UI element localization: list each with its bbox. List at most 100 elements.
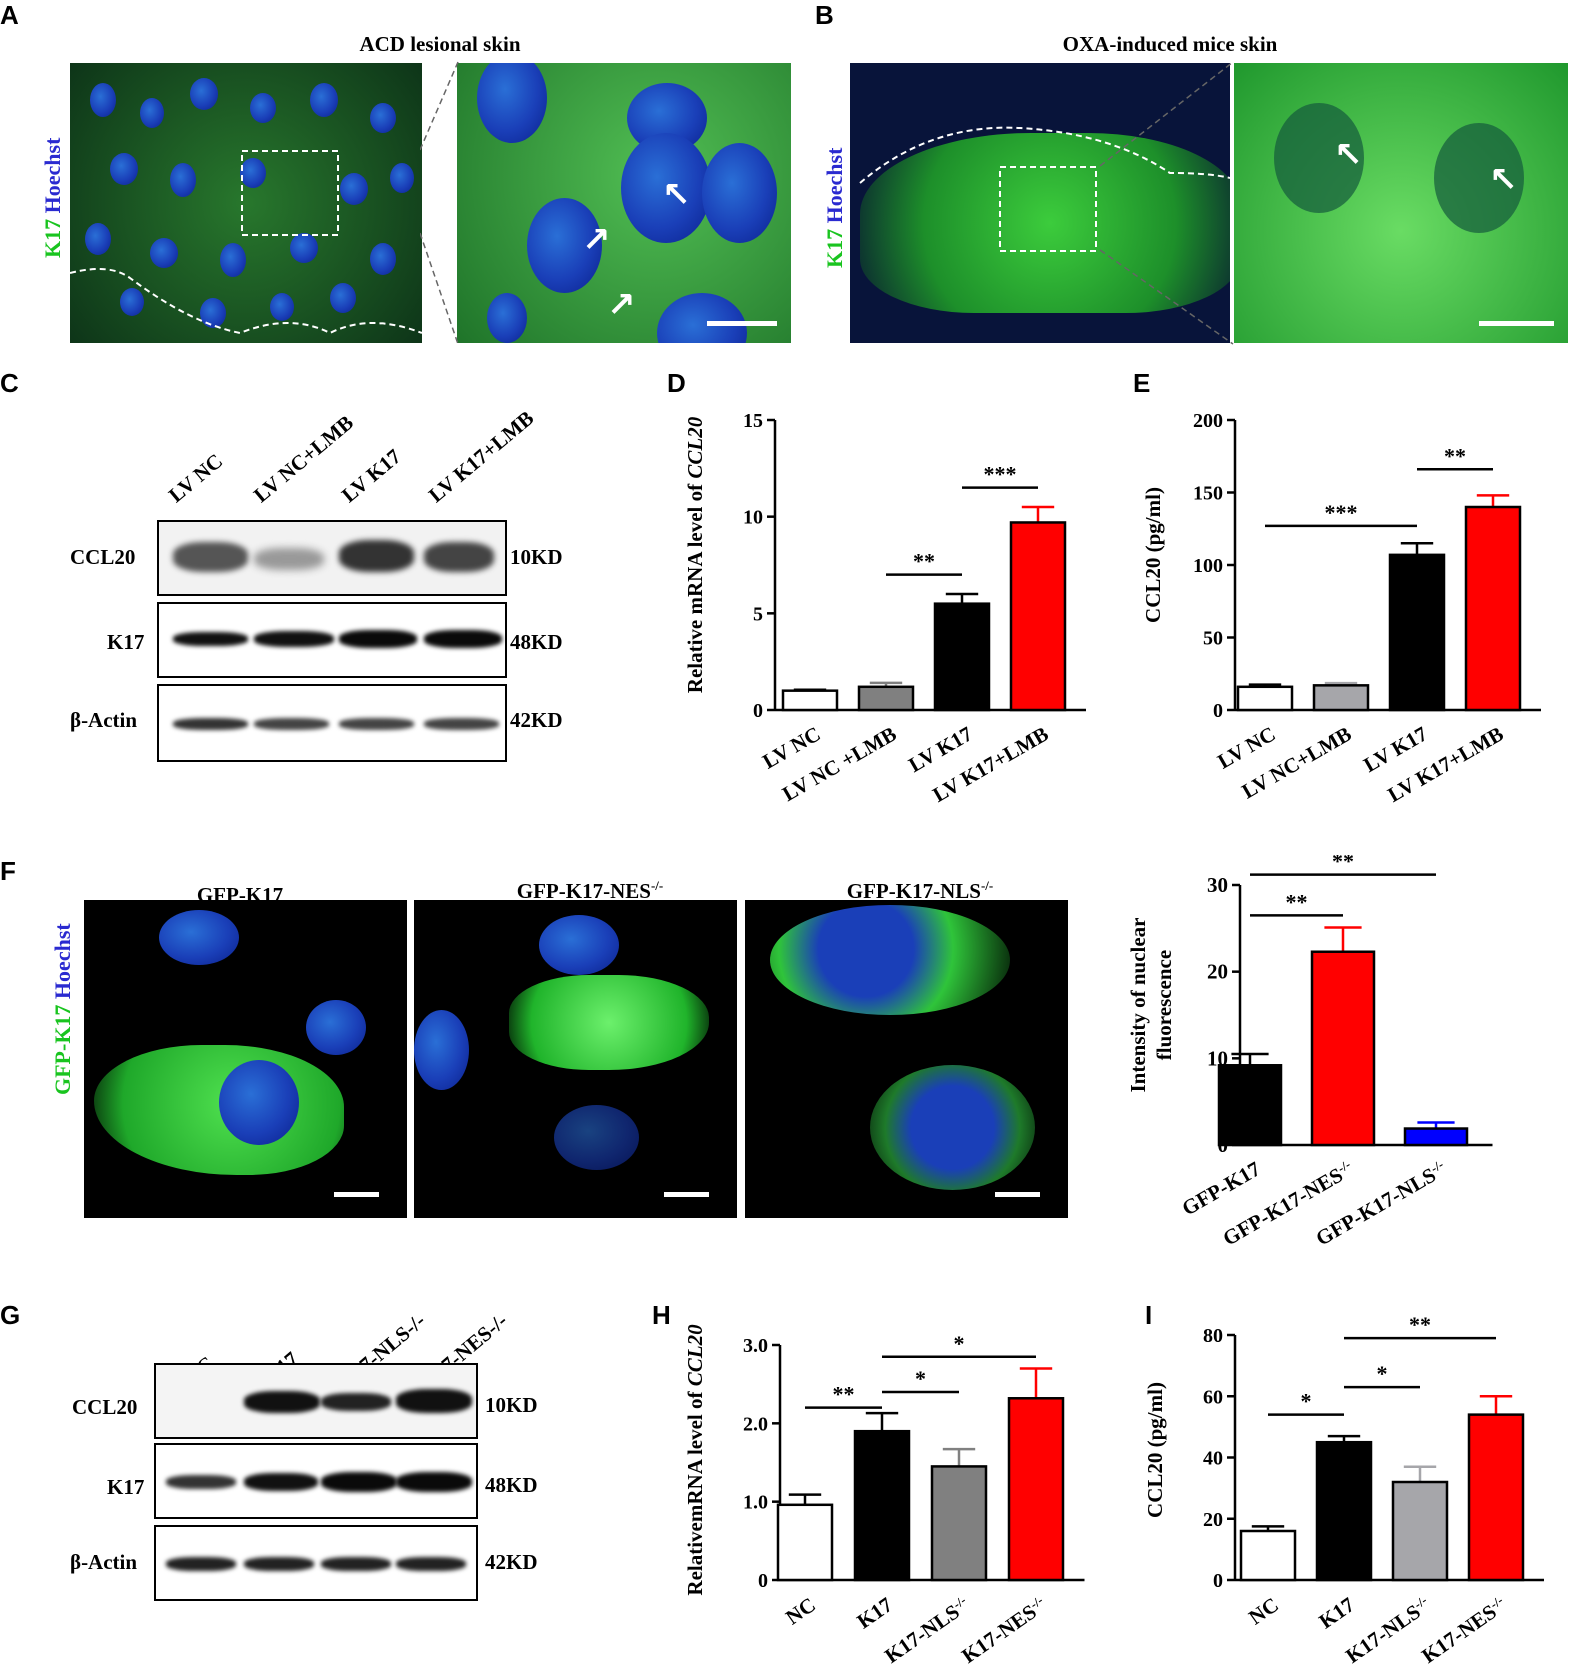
blot-kd-label: 48KD: [510, 630, 563, 654]
y-axis-label: Intensity of nuclear: [1126, 918, 1150, 1093]
significance-label: **: [913, 549, 935, 574]
bar: [1464, 505, 1522, 712]
y-tick-label: 5: [753, 603, 763, 625]
chart-nuclear-fluorescence: 0102030GFP-K17GFP-K17-NES-/-GFP-K17-NLS-…: [1126, 855, 1493, 1251]
x-tick-label: K17-NLS-/-: [880, 1592, 974, 1668]
bar: [933, 602, 991, 712]
bar: [1403, 1127, 1469, 1147]
oxa-skin-zoom-micrograph: ↖ ↖: [1234, 63, 1568, 343]
significance-label: **: [1286, 889, 1308, 914]
panel-a-stain-label: K17 Hoechst: [40, 137, 65, 258]
panel-label-h: H: [652, 1300, 671, 1330]
significance-label: **: [1332, 855, 1354, 874]
bar: [853, 1429, 911, 1582]
acd-skin-zoom-micrograph: ↖ ↗ ↗: [457, 63, 791, 343]
y-axis-label: CCL20 (pg/ml): [1143, 1382, 1167, 1518]
significance-label: ***: [1325, 500, 1358, 525]
arrow-icon: ↖: [1489, 160, 1518, 200]
acd-skin-micrograph: [70, 63, 422, 343]
lane-label: LV NC: [163, 448, 228, 508]
bar: [1239, 1529, 1297, 1582]
significance-label: *: [954, 1331, 965, 1356]
bar: [776, 1503, 834, 1582]
gfp-k17-nls-micrograph: [745, 900, 1068, 1218]
panel-label-a: A: [0, 0, 19, 30]
panel-f-stain-label: GFP-K17 Hoechst: [50, 923, 75, 1095]
arrow-icon: ↗: [582, 220, 611, 260]
panel-label-b: B: [815, 0, 834, 30]
lane-label: LV K17+LMB: [423, 405, 539, 508]
blot-kd-label: 10KD: [510, 545, 563, 569]
y-axis-label: fluorescence: [1152, 950, 1176, 1060]
scale-bar: [1479, 321, 1554, 326]
panel-a-title: ACD lesional skin: [359, 32, 521, 56]
blot-kd-label: 42KD: [485, 1550, 538, 1574]
y-tick-label: 0: [1213, 1570, 1223, 1592]
panel-label-e: E: [1133, 368, 1151, 398]
significance-label: **: [1444, 443, 1466, 468]
y-tick-label: 50: [1203, 628, 1223, 650]
blot-row-label: K17: [107, 1475, 145, 1499]
panel-b-title: OXA-induced mice skin: [1062, 32, 1278, 56]
x-tick-label: K17-NLS-/-: [1341, 1592, 1435, 1668]
panel-b-stain-label: K17 Hoechst: [822, 147, 847, 268]
x-tick-label: K17-NES-/-: [957, 1592, 1051, 1668]
significance-label: *: [915, 1366, 926, 1391]
bar: [781, 689, 839, 712]
panel-label-f: F: [0, 856, 16, 886]
significance-label: *: [1377, 1361, 1388, 1386]
blot-kd-label: 48KD: [485, 1473, 538, 1497]
panel-label-c: C: [0, 368, 19, 398]
bar: [930, 1465, 988, 1582]
y-tick-label: 40: [1203, 1448, 1223, 1470]
bar: [1391, 1480, 1449, 1582]
y-axis-label: CCL20 (pg/ml): [1141, 487, 1165, 623]
blot-kd-label: 10KD: [485, 1393, 538, 1417]
y-tick-label: 200: [1193, 410, 1223, 432]
x-tick-label: K17: [853, 1592, 897, 1633]
bar: [857, 685, 915, 712]
blot-row-label: CCL20: [70, 545, 136, 569]
k17-blot: [157, 602, 507, 678]
bar: [1467, 1413, 1525, 1582]
y-tick-label: 3.0: [743, 1335, 768, 1357]
panel-label-d: D: [667, 368, 686, 398]
x-tick-label: K17-NES-/-: [1417, 1592, 1511, 1668]
beta-actin-blot: [157, 684, 507, 762]
y-tick-label: 0: [1213, 700, 1223, 722]
y-tick-label: 20: [1203, 1509, 1223, 1531]
bar: [1388, 553, 1446, 712]
y-tick-label: 15: [743, 410, 763, 432]
bar: [1315, 1440, 1373, 1582]
scale-bar: [334, 1192, 379, 1197]
scale-bar: [995, 1192, 1040, 1197]
bar: [1007, 1397, 1065, 1582]
arrow-icon: ↖: [662, 175, 691, 215]
ccl20-blot: [154, 1363, 478, 1439]
x-tick-label: NC: [781, 1592, 820, 1629]
lane-label: LV K17: [336, 444, 406, 508]
arrow-icon: ↗: [607, 285, 636, 325]
blot-row-label: K17: [107, 630, 145, 654]
k17-blot: [154, 1443, 478, 1519]
chart-h: 01.02.03.0NC K17K17-NLS-/-K17-NES-/-****R…: [683, 1324, 1085, 1668]
blot-row-label: β-Actin: [70, 1550, 138, 1574]
y-tick-label: 60: [1203, 1386, 1223, 1408]
significance-label: **: [833, 1382, 855, 1407]
beta-actin-blot: [154, 1525, 478, 1601]
y-tick-label: 30: [1207, 873, 1228, 897]
bar: [1236, 685, 1294, 712]
panel-label-i: I: [1145, 1300, 1153, 1330]
panel-label-g: G: [0, 1300, 21, 1330]
gfp-k17-nes-micrograph: [414, 900, 737, 1218]
panel-f-title: GFP-K17-NLS-/-: [846, 878, 994, 903]
blot-row-label: CCL20: [72, 1395, 138, 1419]
bar: [1312, 684, 1370, 712]
y-tick-label: 80: [1203, 1325, 1223, 1347]
significance-label: ***: [984, 462, 1017, 487]
x-tick-label: K17: [1315, 1592, 1359, 1633]
blot-kd-label: 42KD: [510, 708, 563, 732]
y-tick-label: 2.0: [743, 1413, 768, 1435]
